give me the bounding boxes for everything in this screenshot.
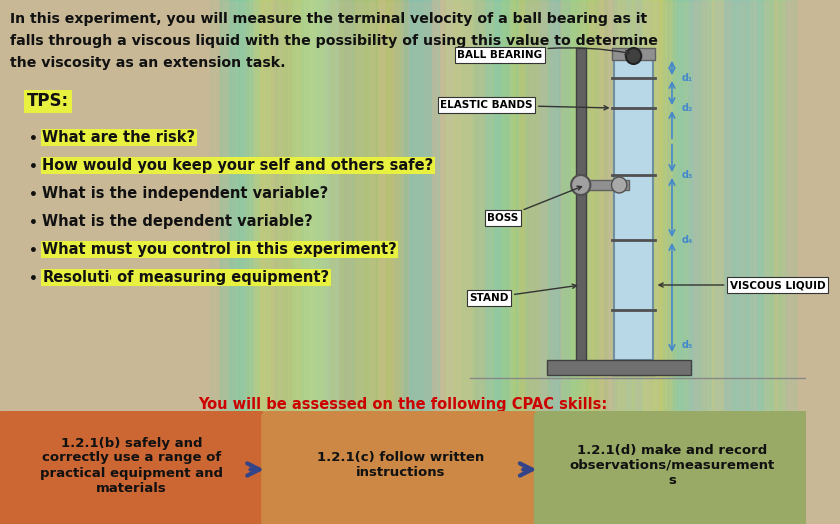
Text: VISCOUS LIQUID: VISCOUS LIQUID — [659, 280, 825, 290]
Text: d₅: d₅ — [681, 340, 693, 350]
Circle shape — [626, 48, 641, 64]
Text: •: • — [29, 244, 38, 258]
Text: Resolution: Resolution — [42, 270, 130, 285]
Bar — [614, 58, 653, 360]
Text: ELASTIC BANDS: ELASTIC BANDS — [440, 100, 608, 110]
Text: 1.2.1(c) follow written
instructions: 1.2.1(c) follow written instructions — [317, 452, 484, 479]
Text: STAND: STAND — [470, 284, 576, 303]
Text: the viscosity as an extension task.: the viscosity as an extension task. — [9, 56, 286, 70]
Circle shape — [571, 175, 591, 195]
Text: What are the risk?: What are the risk? — [42, 130, 196, 145]
Text: •: • — [29, 160, 38, 174]
Circle shape — [612, 177, 627, 193]
Bar — [576, 48, 585, 363]
Text: d₄: d₄ — [681, 235, 693, 245]
Text: d₁: d₁ — [681, 73, 693, 83]
Text: •: • — [29, 216, 38, 230]
Bar — [612, 48, 654, 60]
Bar — [612, 363, 654, 375]
Text: •: • — [29, 188, 38, 202]
Text: How would you keep your self and others safe?: How would you keep your self and others … — [42, 158, 433, 173]
Text: BALL BEARING: BALL BEARING — [457, 48, 629, 60]
Text: 1.2.1(b) safely and
correctly use a range of
practical equipment and
materials: 1.2.1(b) safely and correctly use a rang… — [40, 436, 223, 495]
Text: •: • — [29, 272, 38, 286]
Text: BOSS: BOSS — [487, 186, 581, 223]
Bar — [547, 360, 691, 375]
Bar — [571, 180, 629, 190]
Text: d₃: d₃ — [681, 170, 693, 180]
Text: What is the independent variable?: What is the independent variable? — [42, 186, 328, 201]
Text: TPS:: TPS: — [27, 92, 69, 110]
Text: What must you control in this experiment?: What must you control in this experiment… — [42, 242, 397, 257]
Text: of measuring equipment?: of measuring equipment? — [113, 270, 329, 285]
Text: •: • — [29, 132, 38, 146]
FancyBboxPatch shape — [533, 411, 811, 524]
Text: 1.2.1(d) make and record
observations/measurement
s: 1.2.1(d) make and record observations/me… — [570, 444, 774, 487]
Text: In this experiment, you will measure the terminal velocity of a ball bearing as : In this experiment, you will measure the… — [9, 12, 647, 26]
FancyBboxPatch shape — [261, 411, 539, 524]
Text: falls through a viscous liquid with the possibility of using this value to deter: falls through a viscous liquid with the … — [9, 34, 658, 48]
Text: What is the dependent variable?: What is the dependent variable? — [42, 214, 313, 229]
Text: d₂: d₂ — [681, 103, 693, 113]
Text: You will be assessed on the following CPAC skills:: You will be assessed on the following CP… — [198, 397, 608, 412]
FancyBboxPatch shape — [0, 411, 267, 524]
